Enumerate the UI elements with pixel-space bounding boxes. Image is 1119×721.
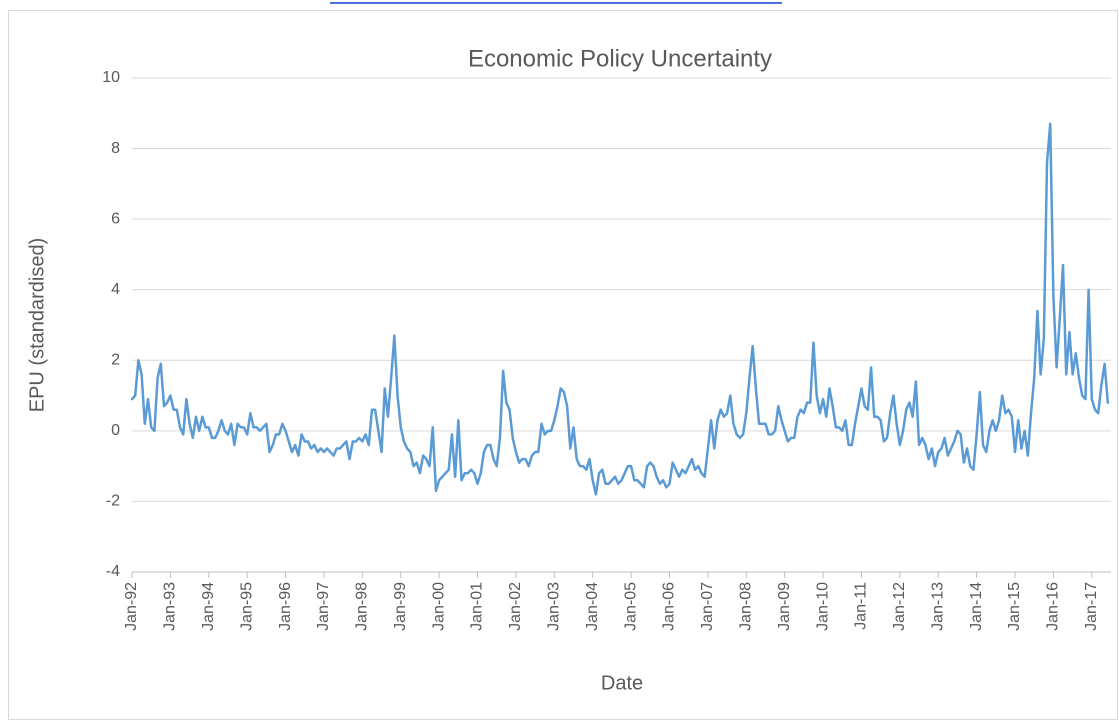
x-tick-label: Jan-01: [469, 582, 486, 631]
x-tick-label: Jan-05: [622, 582, 639, 631]
x-tick-label: Jan-08: [737, 582, 754, 631]
x-tick-label: Jan-11: [853, 582, 870, 630]
x-tick-label: Jan-16: [1045, 582, 1062, 631]
x-tick-label: Jan-04: [584, 582, 601, 631]
x-tick-label: Jan-95: [238, 582, 255, 631]
x-tick-label: Jan-00: [430, 582, 447, 631]
x-tick-label: Jan-94: [200, 582, 217, 631]
y-axis-title: EPU (standardised): [26, 238, 48, 413]
x-tick-label: Jan-09: [776, 582, 793, 631]
x-tick-label: Jan-93: [162, 582, 179, 631]
data-line: [130, 122, 1110, 496]
x-tick-label: Jan-10: [814, 582, 831, 631]
chart-title: Economic Policy Uncertainty: [468, 45, 772, 72]
x-tick-label: Jan-17: [1083, 582, 1100, 631]
x-tick-label: Jan-14: [968, 582, 985, 631]
y-tick-label: 8: [111, 140, 120, 157]
x-tick-label: Jan-12: [891, 582, 908, 631]
x-tick-label: Jan-97: [315, 582, 332, 631]
x-axis-title: Date: [601, 672, 643, 694]
y-tick-label: 6: [111, 210, 120, 227]
y-tick-label: 10: [102, 69, 120, 86]
y-tick-label: 0: [111, 422, 120, 439]
x-tick-label: Jan-13: [929, 582, 946, 631]
x-tick-label: Jan-02: [507, 582, 524, 631]
y-tick-label: -4: [106, 563, 120, 580]
y-tick-label: -2: [106, 493, 120, 510]
x-tick-label: Jan-03: [546, 582, 563, 631]
chart-border: [8, 10, 1118, 720]
x-tick-label: Jan-98: [354, 582, 371, 631]
x-tick-label: Jan-07: [699, 582, 716, 631]
x-tick-label: Jan-15: [1006, 582, 1023, 631]
x-tick-label: Jan-92: [123, 582, 140, 631]
y-tick-label: 4: [111, 281, 120, 298]
y-tick-label: 2: [111, 352, 120, 369]
x-tick-label: Jan-06: [661, 582, 678, 631]
x-tick-label: Jan-96: [277, 582, 294, 631]
x-tick-label: Jan-99: [392, 582, 409, 631]
